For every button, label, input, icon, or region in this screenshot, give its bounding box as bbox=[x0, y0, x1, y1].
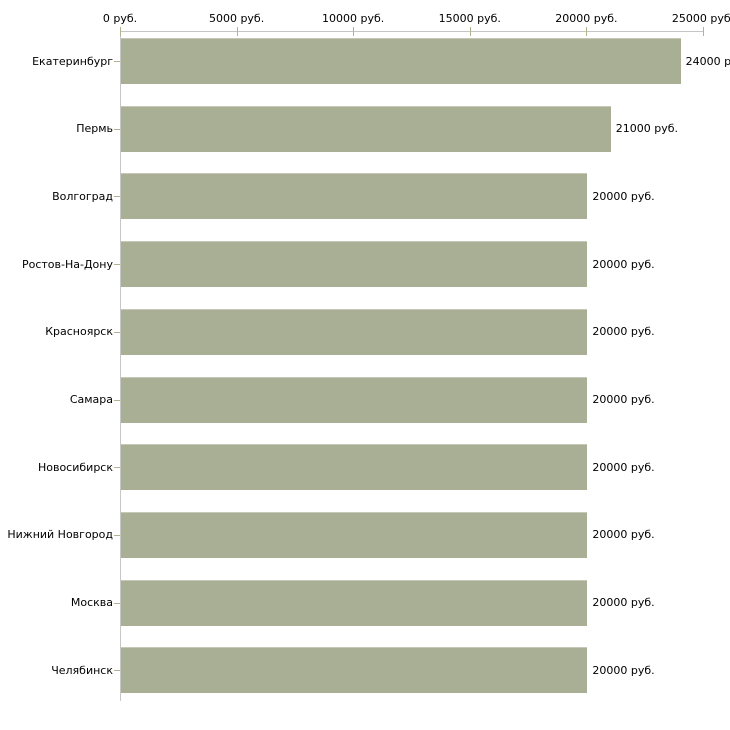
y-tick-mark bbox=[114, 128, 120, 130]
category-label: Москва bbox=[70, 596, 113, 610]
bar-row: Ростов-На-Дону 20000 руб. bbox=[0, 241, 730, 288]
value-label: 20000 руб. bbox=[592, 257, 655, 271]
bar bbox=[121, 579, 588, 626]
x-tick-label: 15000 руб. bbox=[438, 12, 501, 25]
category-label: Волгоград bbox=[52, 189, 113, 203]
value-label: 20000 руб. bbox=[592, 189, 655, 203]
x-tick-mark bbox=[469, 27, 471, 36]
value-label: 20000 руб. bbox=[592, 596, 655, 610]
category-label: Пермь bbox=[76, 122, 113, 136]
category-label: Челябинск bbox=[51, 663, 113, 677]
value-label: 21000 руб. bbox=[615, 122, 678, 136]
y-tick-mark bbox=[114, 534, 120, 536]
bar bbox=[121, 511, 588, 558]
x-tick-label: 0 руб. bbox=[102, 12, 138, 25]
bar-row: Москва 20000 руб. bbox=[0, 579, 730, 626]
bar bbox=[121, 647, 588, 694]
category-label: Нижний Новгород bbox=[7, 528, 113, 542]
bar bbox=[121, 38, 681, 84]
y-tick-mark bbox=[114, 331, 120, 333]
x-tick-mark bbox=[353, 27, 355, 36]
x-axis-line bbox=[120, 31, 704, 32]
bar-row: Новосибирск 20000 руб. bbox=[0, 444, 730, 491]
bar-row: Красноярск 20000 руб. bbox=[0, 308, 730, 355]
bar bbox=[121, 105, 611, 152]
y-tick-mark bbox=[114, 399, 120, 401]
y-tick-mark bbox=[114, 264, 120, 266]
category-label: Екатеринбург bbox=[32, 54, 113, 68]
x-tick-mark bbox=[120, 27, 121, 36]
value-label: 20000 руб. bbox=[592, 325, 655, 339]
bar bbox=[121, 173, 588, 220]
bar-row: Нижний Новгород 20000 руб. bbox=[0, 511, 730, 558]
bar bbox=[121, 376, 588, 423]
y-tick-mark bbox=[114, 467, 120, 469]
y-tick-mark bbox=[114, 670, 120, 672]
x-tick-label: 10000 руб. bbox=[322, 12, 385, 25]
x-tick-label: 20000 руб. bbox=[555, 12, 618, 25]
value-label: 24000 руб. bbox=[685, 54, 730, 68]
y-tick-mark bbox=[114, 196, 120, 198]
bar bbox=[121, 308, 588, 355]
bar bbox=[121, 444, 588, 491]
y-tick-mark bbox=[114, 602, 120, 604]
category-label: Новосибирск bbox=[37, 460, 113, 474]
bar-row: Волгоград 20000 руб. bbox=[0, 173, 730, 220]
x-tick-mark bbox=[703, 27, 704, 36]
value-label: 20000 руб. bbox=[592, 393, 655, 406]
category-label: Красноярск bbox=[45, 325, 113, 339]
category-label: Самара bbox=[69, 393, 113, 406]
y-axis-line bbox=[120, 31, 121, 701]
x-tick-mark bbox=[586, 27, 588, 36]
bar-row: Екатеринбург 24000 руб. bbox=[0, 38, 730, 84]
value-label: 20000 руб. bbox=[592, 460, 655, 474]
value-label: 20000 руб. bbox=[592, 528, 655, 542]
y-tick-mark bbox=[114, 61, 120, 62]
x-tick-label: 25000 руб. bbox=[671, 12, 730, 25]
x-tick-mark bbox=[236, 27, 238, 36]
x-tick-label: 5000 руб. bbox=[208, 12, 265, 25]
bar-row: Челябинск 20000 руб. bbox=[0, 647, 730, 694]
bar-row: Самара 20000 руб. bbox=[0, 376, 730, 423]
bar-row: Пермь 21000 руб. bbox=[0, 105, 730, 152]
value-label: 20000 руб. bbox=[592, 663, 655, 677]
bar bbox=[121, 241, 588, 288]
category-label: Ростов-На-Дону bbox=[21, 257, 113, 271]
